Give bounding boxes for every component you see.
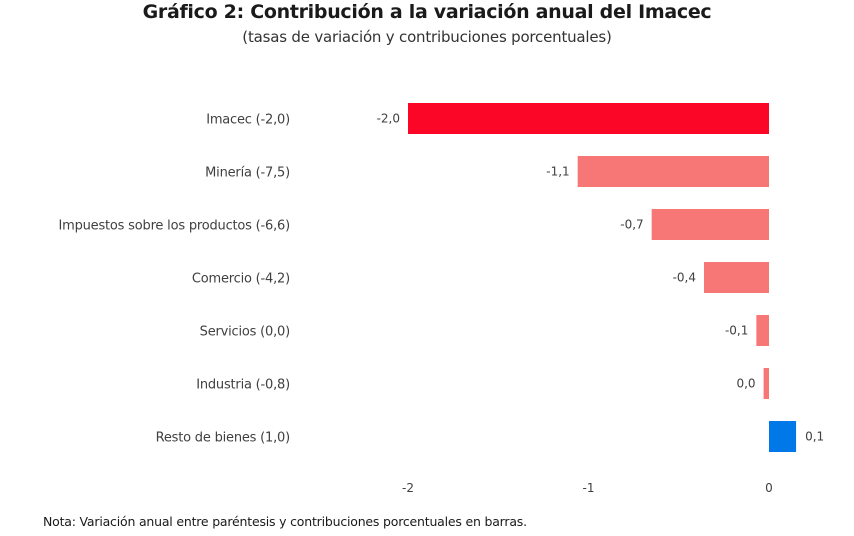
x-tick-label: -1: [583, 481, 595, 495]
category-label: Industria (-0,8): [196, 378, 290, 393]
category-label: Minería (-7,5): [205, 166, 290, 181]
category-label: Servicios (0,0): [200, 325, 290, 340]
data-label: -0,1: [725, 324, 748, 338]
data-label: 0,0: [736, 377, 755, 391]
data-label: -1,1: [546, 165, 569, 179]
data-label: 0,1: [805, 430, 824, 444]
category-label: Resto de bienes (1,0): [156, 431, 290, 446]
category-label: Imacec (-2,0): [206, 113, 290, 128]
bar: [769, 421, 797, 452]
data-label: -0,4: [673, 271, 696, 285]
bar: [756, 315, 769, 346]
chart-subtitle: (tasas de variación y contribuciones por…: [242, 28, 612, 46]
data-label: -0,7: [620, 218, 643, 232]
chart-title: Gráfico 2: Contribución a la variación a…: [142, 1, 712, 23]
bar: [704, 262, 769, 293]
category-label: Comercio (-4,2): [192, 272, 290, 287]
x-tick-label: 0: [765, 481, 773, 495]
bar: [577, 156, 769, 187]
chart-note: Nota: Variación anual entre paréntesis y…: [43, 514, 527, 529]
bar: [408, 103, 769, 134]
data-label: -2,0: [377, 112, 400, 126]
category-label: Impuestos sobre los productos (-6,6): [58, 219, 290, 234]
bar: [651, 209, 769, 240]
bar: [763, 368, 769, 399]
x-tick-label: -2: [402, 481, 414, 495]
